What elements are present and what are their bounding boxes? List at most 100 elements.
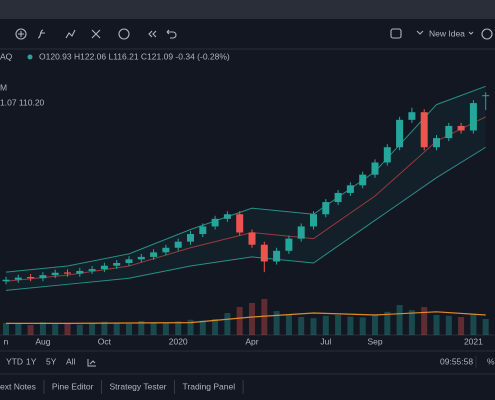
candle-body bbox=[359, 174, 367, 186]
volume-bar bbox=[273, 311, 280, 335]
icon-replay[interactable] bbox=[148, 30, 157, 38]
volume-bar bbox=[27, 325, 34, 335]
market-dot bbox=[27, 54, 33, 60]
candle-body bbox=[51, 272, 59, 276]
x-tick-label: n bbox=[4, 336, 9, 346]
candle-body bbox=[396, 119, 404, 148]
volume-bar bbox=[445, 315, 452, 335]
icon-dropdown bbox=[416, 30, 474, 35]
volume-bar bbox=[372, 314, 378, 335]
volume-bar bbox=[359, 317, 366, 335]
timeframe-button[interactable]: YTD bbox=[6, 356, 23, 366]
volume-bar bbox=[150, 322, 157, 335]
bottom-tab[interactable]: Pine Editor bbox=[52, 381, 94, 391]
candle-body bbox=[2, 279, 10, 282]
volume-bar bbox=[347, 316, 354, 335]
candle-body bbox=[27, 277, 35, 279]
volume-bar bbox=[249, 303, 255, 335]
x-tick-label: Aug bbox=[35, 336, 50, 346]
candle-body bbox=[260, 244, 268, 262]
volume-bar bbox=[64, 323, 71, 335]
candle-body bbox=[211, 218, 219, 227]
bottom-tab[interactable]: Strategy Tester bbox=[110, 381, 167, 391]
candle-body bbox=[100, 265, 108, 270]
candle-body bbox=[297, 226, 305, 239]
volume-bar bbox=[212, 319, 219, 335]
x-tick-label: 2020 bbox=[169, 336, 188, 346]
volume-bar bbox=[236, 307, 243, 335]
volume-bar bbox=[298, 317, 305, 335]
indicator-values: 1.07 110.20 bbox=[0, 97, 45, 107]
bottom-tab[interactable]: Trading Panel bbox=[183, 381, 236, 391]
timeframe-button[interactable]: All bbox=[66, 356, 76, 366]
candle-body bbox=[445, 125, 453, 139]
volume-bar bbox=[175, 321, 182, 335]
volume-bar bbox=[89, 322, 96, 335]
volume-bar bbox=[384, 311, 391, 335]
candle-body bbox=[420, 112, 428, 148]
x-tick-label: Apr bbox=[245, 336, 258, 346]
volume-bar bbox=[433, 315, 440, 335]
timeframe-button[interactable]: 5Y bbox=[46, 356, 57, 366]
candle-body bbox=[457, 125, 465, 131]
volume-bar bbox=[199, 320, 206, 335]
volume-bar bbox=[470, 314, 477, 335]
candle-body bbox=[273, 250, 281, 262]
candle-body bbox=[174, 241, 182, 248]
icon-add[interactable] bbox=[15, 28, 27, 40]
volume-bar bbox=[224, 313, 231, 335]
candle-body bbox=[248, 232, 256, 245]
band-fill bbox=[6, 86, 486, 291]
volume-bar bbox=[261, 299, 268, 335]
candle-body bbox=[76, 270, 84, 274]
volume-bar bbox=[15, 323, 22, 335]
icon-undo[interactable] bbox=[166, 29, 177, 39]
new-idea-button[interactable]: New Idea bbox=[429, 28, 465, 38]
icon-layout[interactable] bbox=[390, 28, 402, 39]
candle-body bbox=[310, 214, 317, 227]
legend-ohlc: O120.93 H122.06 L116.21 C121.09 -0.34 (-… bbox=[39, 51, 230, 61]
volume-bar bbox=[335, 315, 342, 335]
candle-body bbox=[469, 103, 477, 131]
candle-body bbox=[64, 272, 71, 274]
candle-body bbox=[223, 214, 231, 219]
legend-symbol: AQ bbox=[0, 51, 13, 61]
x-tick-label: 2021 bbox=[464, 336, 483, 346]
band-line bbox=[5, 85, 486, 273]
volume-bar bbox=[113, 323, 120, 335]
clock: 09:55:58 bbox=[440, 356, 473, 366]
volume-ma bbox=[6, 311, 486, 324]
candle-body bbox=[137, 256, 145, 260]
candle-body bbox=[236, 214, 244, 233]
icon-compare[interactable] bbox=[91, 29, 101, 39]
bottom-tab[interactable]: ext Notes bbox=[0, 381, 36, 391]
candle-body bbox=[285, 238, 293, 251]
icon-fx[interactable] bbox=[37, 29, 45, 39]
x-tick-label: Jul bbox=[320, 336, 331, 346]
indicator-name: M bbox=[0, 82, 7, 92]
candle-body bbox=[346, 185, 354, 193]
icon-date-range[interactable] bbox=[87, 359, 96, 367]
volume-bar bbox=[52, 324, 59, 335]
volume-bar bbox=[322, 315, 329, 335]
candle-body bbox=[14, 277, 22, 280]
percent-toggle[interactable]: % bbox=[487, 356, 495, 366]
volume-bar bbox=[421, 307, 428, 335]
candle-body bbox=[408, 112, 416, 120]
icon-settings[interactable] bbox=[481, 28, 493, 40]
candle-body bbox=[113, 262, 121, 266]
icon-alert[interactable] bbox=[118, 28, 130, 40]
toolbar bbox=[0, 19, 495, 49]
candle-body bbox=[383, 147, 391, 163]
timeframe-button[interactable]: 1Y bbox=[26, 356, 37, 366]
volume-bar bbox=[39, 322, 46, 335]
candle-body bbox=[199, 226, 207, 235]
candle-body bbox=[39, 275, 47, 279]
volume-bar bbox=[162, 323, 169, 335]
candle-body bbox=[125, 259, 133, 263]
icon-indicators[interactable] bbox=[65, 29, 76, 39]
volume-bar bbox=[138, 321, 145, 335]
volume-bar bbox=[396, 305, 403, 335]
volume-bar bbox=[126, 323, 132, 335]
x-tick-label: Sep bbox=[367, 336, 382, 346]
